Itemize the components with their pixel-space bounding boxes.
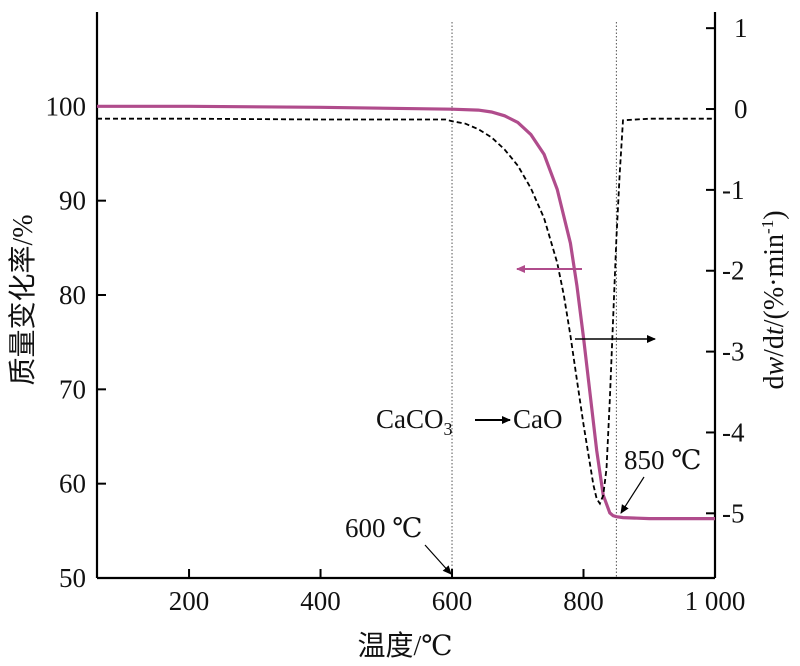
right-axis-title-close: ) — [759, 210, 790, 219]
y-right-tick-label: -4 — [722, 417, 745, 447]
x-tick-label: 400 — [300, 586, 341, 616]
label-600c: 600 ℃ — [345, 513, 422, 543]
y-left-tick-label: 90 — [59, 186, 86, 216]
y-right-tick-label: -1 — [722, 175, 745, 205]
y-left-tick-label: 50 — [59, 563, 86, 593]
label-850c: 850 ℃ — [624, 445, 701, 475]
x-tick-label: 800 — [563, 586, 604, 616]
dtg-rate-curve — [97, 117, 715, 506]
right-axis-title-d2: /d — [759, 335, 790, 357]
x-tick-label: 1 000 — [685, 586, 746, 616]
x-tick-label: 600 — [432, 586, 473, 616]
y-left-tick-label: 100 — [46, 91, 87, 121]
right-axis-title-t: t — [759, 326, 790, 335]
right-axis-title-unit: /(%·min — [759, 234, 790, 327]
y-left-tick-label: 60 — [59, 469, 86, 499]
y-right-tick-label: 1 — [734, 13, 748, 43]
pointer-850c — [620, 476, 645, 514]
right-axis-title: dw/dt/(%·min-1) — [758, 210, 790, 389]
y-left-tick-label: 70 — [59, 374, 86, 404]
reaction-label-product: CaO — [513, 404, 563, 434]
x-tick-label: 200 — [169, 586, 210, 616]
y-left-tick-label: 80 — [59, 280, 86, 310]
pointer-600c — [424, 544, 452, 575]
y-right-tick-label: -5 — [722, 498, 745, 528]
reaction-reactant-formula: CaCO — [376, 404, 444, 434]
reaction-reactant-subscript: 3 — [444, 419, 453, 439]
left-axis-title: 质量变化率/% — [7, 214, 39, 385]
y-right-tick-label: 0 — [734, 94, 748, 124]
right-axis-title-d1: d — [759, 376, 790, 390]
y-right-tick-label: -2 — [722, 256, 745, 286]
right-axis-title-exp: -1 — [758, 220, 777, 234]
x-axis-title: 温度/℃ — [357, 630, 452, 662]
tg-mass-curve — [97, 104, 715, 521]
y-right-tick-label: -3 — [722, 337, 745, 367]
reaction-label-reactant: CaCO3 — [376, 404, 453, 439]
right-axis-title-w: w — [759, 357, 790, 376]
